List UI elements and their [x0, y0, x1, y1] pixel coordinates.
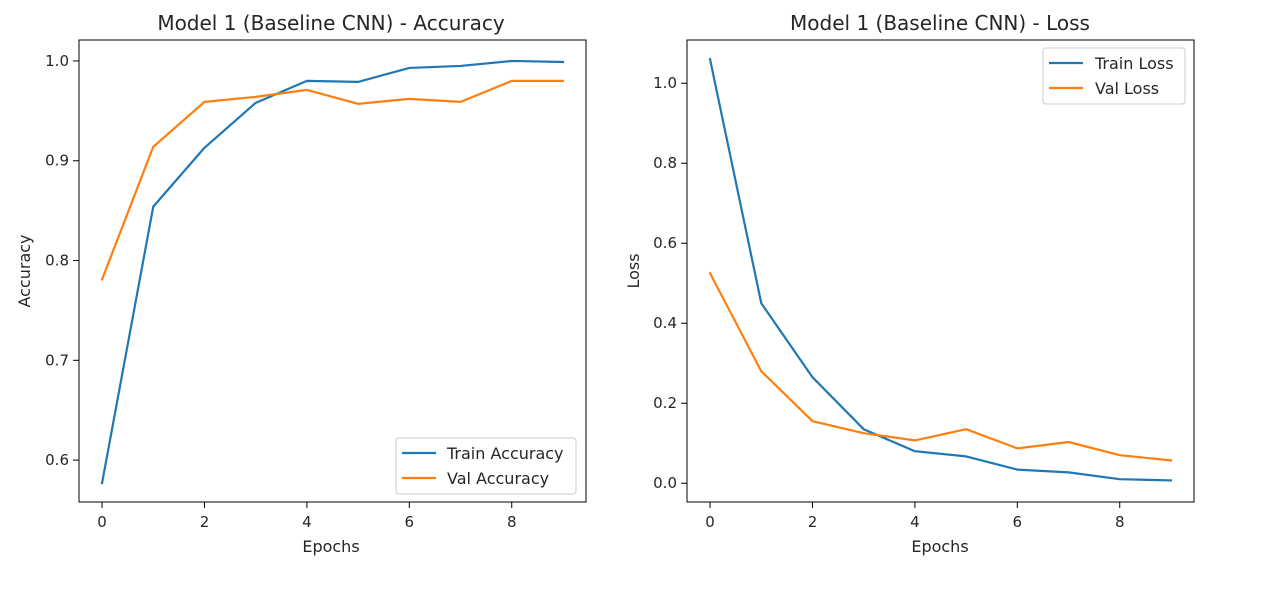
- y-tick-label: 1.0: [45, 52, 69, 70]
- x-axis-label: Epochs: [911, 537, 968, 556]
- y-tick-label: 0.8: [45, 252, 69, 270]
- x-tick-label: 8: [1115, 513, 1125, 531]
- legend-label: Val Accuracy: [447, 469, 549, 488]
- loss-chart: Model 1 (Baseline CNN) - Loss 0.00.20.40…: [624, 11, 1195, 556]
- x-tick-label: 2: [808, 513, 818, 531]
- x-tick-label: 4: [302, 513, 312, 531]
- legend-label: Train Loss: [1094, 54, 1174, 73]
- series-line-val-loss: [708, 271, 1173, 462]
- x-tick-label: 2: [200, 513, 210, 531]
- y-tick-label: 0.9: [45, 152, 69, 170]
- y-tick-label: 0.6: [653, 234, 677, 252]
- x-ticks: 0 2 4 6 8: [97, 502, 517, 531]
- y-tick-label: 0.8: [653, 154, 677, 172]
- legend-box: [395, 437, 577, 495]
- y-tick-label: 0.6: [45, 451, 69, 469]
- x-tick-label: 4: [910, 513, 920, 531]
- x-ticks: 0 2 4 6 8: [705, 502, 1125, 531]
- chart-title: Model 1 (Baseline CNN) - Loss: [790, 11, 1090, 35]
- series-layer: [708, 57, 1173, 482]
- series-line-train-loss: [708, 57, 1173, 482]
- series-line-val-accuracy: [100, 79, 565, 281]
- legend-label: Val Loss: [1095, 79, 1159, 98]
- x-tick-label: 6: [405, 513, 415, 531]
- y-tick-label: 0.2: [653, 394, 677, 412]
- y-tick-label: 0.7: [45, 351, 69, 369]
- legend-label: Train Accuracy: [446, 444, 564, 463]
- chart-title: Model 1 (Baseline CNN) - Accuracy: [157, 11, 505, 35]
- y-ticks: 0.6 0.7 0.8 0.9 1.0: [45, 52, 79, 469]
- legend: Train Accuracy Val Accuracy: [395, 437, 577, 495]
- series-line-train-accuracy: [100, 59, 565, 485]
- x-tick-label: 0: [705, 513, 715, 531]
- y-tick-label: 0.4: [653, 314, 677, 332]
- y-tick-label: 0.0: [653, 474, 677, 492]
- legend: Train Loss Val Loss: [1042, 47, 1186, 105]
- accuracy-chart: Model 1 (Baseline CNN) - Accuracy 0.6 0.7…: [15, 11, 587, 556]
- y-ticks: 0.0 0.2 0.4 0.6 0.8 1.0: [653, 74, 687, 492]
- plot-frame: [78, 39, 587, 503]
- x-tick-label: 8: [507, 513, 517, 531]
- x-tick-label: 0: [97, 513, 107, 531]
- y-tick-label: 1.0: [653, 74, 677, 92]
- y-axis-label: Accuracy: [15, 234, 34, 307]
- x-tick-label: 6: [1013, 513, 1023, 531]
- plot-frame: [686, 39, 1195, 503]
- series-layer: [100, 59, 565, 485]
- x-axis-label: Epochs: [302, 537, 359, 556]
- y-axis-label: Loss: [624, 253, 643, 288]
